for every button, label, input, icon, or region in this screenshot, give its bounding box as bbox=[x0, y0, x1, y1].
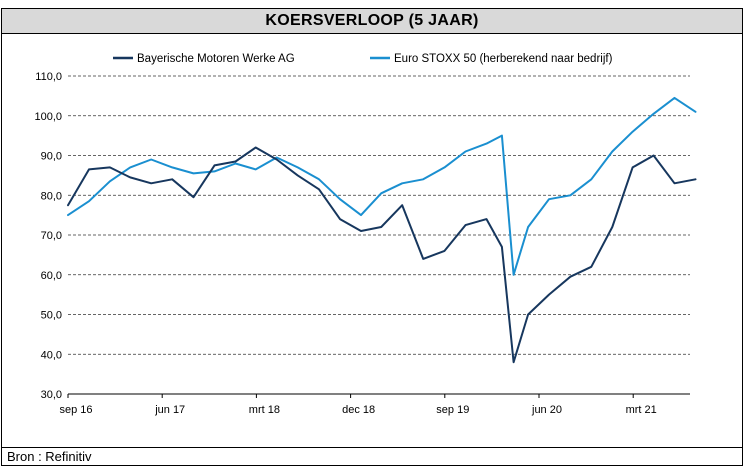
y-tick-label: 40,0 bbox=[41, 349, 62, 361]
x-tick-label: mrt 18 bbox=[249, 404, 280, 416]
chart-title: KOERSVERLOOP (5 JAAR) bbox=[265, 12, 479, 29]
x-tick-label: jun 20 bbox=[531, 404, 562, 416]
series-lines bbox=[67, 96, 697, 364]
x-tick-label: dec 18 bbox=[342, 404, 375, 416]
y-tick-label: 100,0 bbox=[34, 111, 62, 123]
grid-lines bbox=[68, 75, 690, 355]
y-tick-label: 50,0 bbox=[41, 310, 62, 322]
legend-label: Euro STOXX 50 (herberekend naar bedrijf) bbox=[394, 53, 613, 65]
x-tick-label: jun 17 bbox=[154, 404, 185, 416]
x-tick-label: mrt 21 bbox=[626, 404, 657, 416]
y-tick-label: 30,0 bbox=[41, 389, 62, 401]
series-line bbox=[67, 96, 697, 276]
y-tick-label: 60,0 bbox=[41, 270, 62, 282]
x-axis-ticks: sep 16 jun 17 mrt 18 dec 18 sep 19 jun 20 mrt … bbox=[59, 394, 657, 416]
y-axis-ticks: 30,0 40,0 50,0 60,0 70,0 80,0 90,0 100,0 110,0 bbox=[34, 71, 62, 401]
y-tick-label: 110,0 bbox=[35, 71, 62, 83]
legend: Bayerische Motoren Werke AG Euro STOXX 50… bbox=[113, 53, 613, 65]
legend-label: Bayerische Motoren Werke AG bbox=[137, 53, 295, 65]
title-bar: KOERSVERLOOP (5 JAAR) bbox=[2, 9, 742, 34]
x-tick-label: sep 19 bbox=[436, 404, 469, 416]
y-tick-label: 90,0 bbox=[41, 151, 62, 163]
x-tick-label: sep 16 bbox=[59, 404, 92, 416]
source-note: Bron : Refinitiv bbox=[7, 449, 92, 464]
chart-frame: KOERSVERLOOP (5 JAAR) Bron : Refinitiv bbox=[1, 8, 743, 466]
y-tick-label: 70,0 bbox=[41, 230, 62, 242]
y-tick-label: 80,0 bbox=[41, 190, 62, 202]
series-line bbox=[67, 146, 697, 364]
source-row: Bron : Refinitiv bbox=[2, 447, 742, 465]
